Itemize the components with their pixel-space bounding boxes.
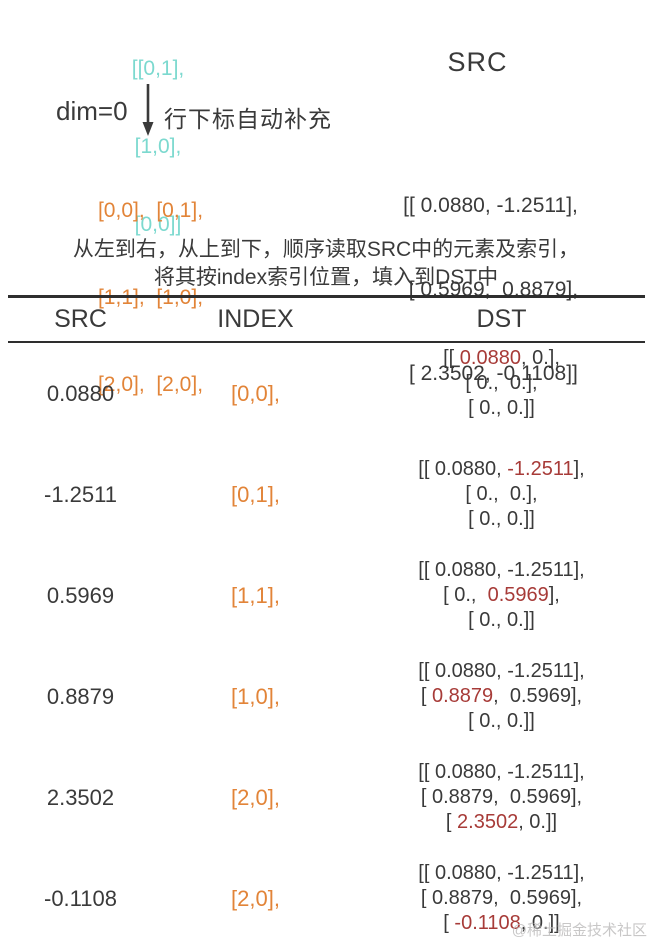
dst-matrix-line: [ 0., 0.],: [465, 483, 538, 505]
src-title: SRC: [447, 47, 508, 77]
dst-highlighted-value: 2.3502: [457, 811, 519, 833]
col-header-dst: DST: [476, 305, 527, 333]
dst-highlighted-value: -1.2511: [507, 458, 574, 480]
dst-matrix-line: [ 0.8879, 0.5969],: [420, 786, 583, 808]
table-rows: 0.0880 [0,0], [[ 0.0880, 0.], [ 0., 0.], [ 0…: [8, 343, 645, 949]
table-row: -0.1108 [2,0], [[ 0.0880, -1.2511], [ 0.887…: [8, 848, 645, 949]
col-header-index: INDEX: [217, 305, 294, 333]
dst-matrix-line: [[ 0.0880, -1.2511],: [418, 761, 585, 783]
dim-label: dim=0: [56, 96, 128, 126]
dst-matrix: [[ 0.0880, 0.], [ 0., 0.], [ 0., 0.]]: [358, 343, 645, 421]
watermark: @稀土掘金技术社区: [511, 922, 647, 939]
dst-matrix-line: [ -0.1108, 0.]]: [443, 912, 560, 934]
dst-matrix-line: [ 0., 0.]]: [468, 609, 535, 631]
dst-matrix-line: [ 0.8879, 0.5969],: [420, 887, 583, 909]
dst-highlighted-value: 0.8879: [431, 685, 494, 707]
arrow-annotation: 行下标自动补充: [164, 106, 332, 132]
dst-matrix-line: [ 0.8879, 0.5969],: [420, 685, 583, 707]
dst-matrix: [[ 0.0880, -1.2511], [ 0.8879, 0.5969], [ …: [358, 760, 645, 835]
dst-matrix-line: [ 2.3502, 0.]]: [445, 811, 558, 833]
dst-matrix-line: [ 0., 0.]]: [468, 397, 535, 419]
table-row: -1.2511 [0,1], [[ 0.0880, -1.2511], [ 0., 0…: [8, 444, 645, 545]
description-line: 从左到右，从上到下，顺序读取SRC中的元素及索引，: [72, 238, 580, 261]
dst-highlighted-value: -0.1108: [454, 912, 521, 934]
table-row: 0.5969 [1,1], [[ 0.0880, -1.2511], [ 0., 0.…: [8, 545, 645, 646]
down-arrow-icon: [142, 84, 154, 136]
index-value: [0,0],: [231, 380, 280, 406]
src-value: 0.8879: [46, 683, 115, 709]
index-tensor-line: [0,0]]: [134, 213, 182, 236]
dst-matrix-line: [[ 0.0880, -1.2511],: [418, 660, 585, 682]
table-header: SRC INDEX DST: [8, 295, 645, 343]
index-tensor: [[0,1], [1,0], [0,0]]: [103, 4, 213, 290]
dst-matrix: [[ 0.0880, -1.2511], [ 0.8879, 0.5969], [ …: [358, 659, 645, 734]
dst-matrix-line: [[ 0.0880, -1.2511],: [418, 559, 585, 581]
index-tensor-line: [[0,1],: [131, 57, 185, 80]
src-tensor-line: [[ 0.0880, -1.2511],: [403, 194, 578, 217]
table-row: 0.8879 [1,0], [[ 0.0880, -1.2511], [ 0.8879…: [8, 646, 645, 747]
description-text: 从左到右，从上到下，顺序读取SRC中的元素及索引， 将其按index索引位置，填…: [0, 236, 652, 292]
index-value: [2,0],: [231, 885, 280, 911]
table-row: 0.0880 [0,0], [[ 0.0880, 0.], [ 0., 0.], [ 0…: [8, 343, 645, 444]
dst-highlighted-value: 0.5969: [487, 584, 549, 606]
src-value: -0.1108: [44, 885, 117, 911]
src-value: 0.0880: [46, 380, 115, 406]
index-tensor-line: [1,0],: [134, 135, 182, 158]
description-line: 将其按index索引位置，填入到DST中: [153, 266, 499, 289]
dst-matrix-line: [ 0., 0.]]: [468, 508, 535, 530]
index-value: [1,0],: [231, 683, 280, 709]
index-value: [1,1],: [231, 582, 280, 608]
dst-matrix-line: [ 0., 0.]]: [468, 710, 535, 732]
src-value: 0.5969: [46, 582, 115, 608]
dst-matrix-line: [[ 0.0880, -1.2511],: [418, 458, 585, 480]
mapping-table: SRC INDEX DST 0.0880 [0,0], [[ 0.0880, 0.]…: [8, 295, 645, 949]
src-value: 2.3502: [46, 784, 115, 810]
dst-matrix: [[ 0.0880, -1.2511], [ 0.8879, 0.5969], [ …: [358, 861, 645, 936]
dst-matrix: [[ 0.0880, -1.2511], [ 0., 0.], [ 0., 0.]]: [358, 457, 645, 532]
expanded-index-line: [0,0], [0,1],: [97, 199, 204, 222]
table-row: 2.3502 [2,0], [[ 0.0880, -1.2511], [ 0.8879…: [8, 747, 645, 848]
dst-matrix-line: [ 0., 0.],: [465, 372, 538, 394]
dst-matrix-line: [ 0., 0.5969],: [443, 584, 560, 606]
src-value: -1.2511: [44, 481, 117, 507]
dst-matrix-line: [[ 0.0880, -1.2511],: [418, 862, 585, 884]
index-value: [0,1],: [231, 481, 280, 507]
src-tensor-line: [ 2.3502, -0.1108]]: [403, 362, 578, 385]
expanded-index-line: [2,0], [2,0],: [97, 373, 204, 396]
dst-highlighted-value: 0.0880: [459, 347, 521, 369]
index-value: [2,0],: [231, 784, 280, 810]
col-header-src: SRC: [54, 305, 107, 333]
dst-matrix: [[ 0.0880, -1.2511], [ 0., 0.5969], [ 0., …: [358, 558, 645, 633]
dst-matrix-line: [[ 0.0880, 0.],: [443, 347, 560, 369]
